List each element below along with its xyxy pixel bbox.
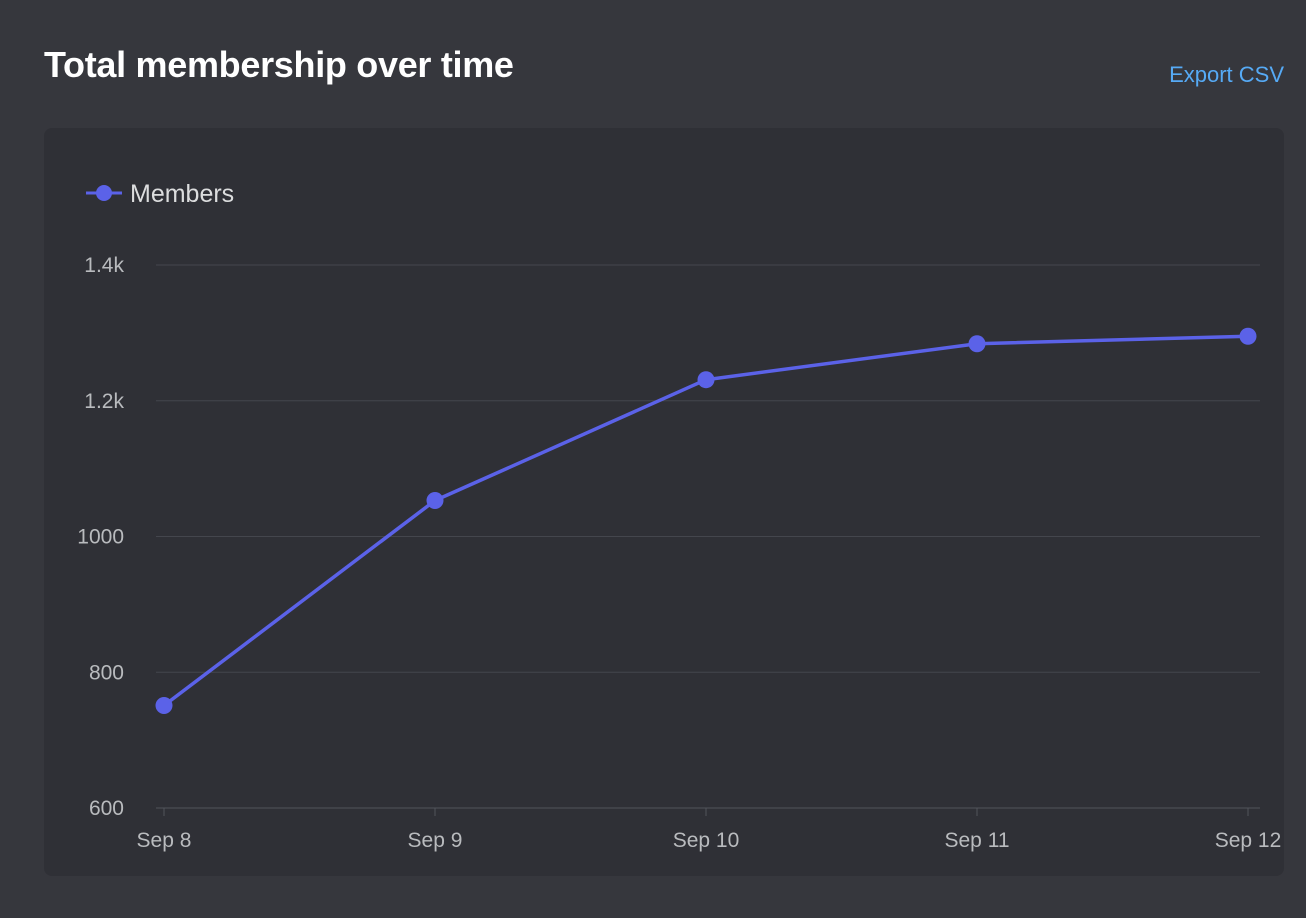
page-title: Total membership over time (44, 44, 514, 85)
x-axis: Sep 8 Sep 9 Sep 10 Sep 11 Sep 12 (137, 807, 1282, 852)
y-axis: 600 800 1000 1.2k 1.4k (77, 254, 124, 820)
x-tick-label: Sep 9 (408, 829, 463, 852)
data-point[interactable] (968, 335, 986, 353)
data-point[interactable] (426, 492, 444, 510)
x-tick-label: Sep 12 (1215, 829, 1282, 852)
export-csv-link[interactable]: Export CSV (1169, 62, 1284, 87)
y-tick-label: 600 (89, 797, 124, 820)
y-tick-label: 1.4k (84, 254, 124, 277)
data-point[interactable] (697, 371, 715, 389)
y-tick-label: 1.2k (84, 390, 124, 413)
x-tick-label: Sep 10 (673, 829, 740, 852)
series-line-members (162, 334, 1250, 708)
legend-label-members: Members (130, 180, 234, 208)
chart-legend[interactable]: Members (86, 180, 234, 208)
chart-grid (156, 264, 1260, 673)
y-tick-label: 800 (89, 661, 124, 684)
chart-series (155, 327, 1257, 715)
data-point[interactable] (155, 697, 173, 715)
legend-swatch-dot (96, 185, 112, 201)
x-tick-label: Sep 8 (137, 829, 192, 852)
data-point[interactable] (1239, 327, 1257, 345)
x-tick-label: Sep 11 (945, 829, 1010, 852)
chart-panel: Members 600 800 1000 1.2k 1.4k Sep 8 Sep 9 Sep… (44, 128, 1284, 876)
y-tick-label: 1000 (77, 526, 124, 549)
